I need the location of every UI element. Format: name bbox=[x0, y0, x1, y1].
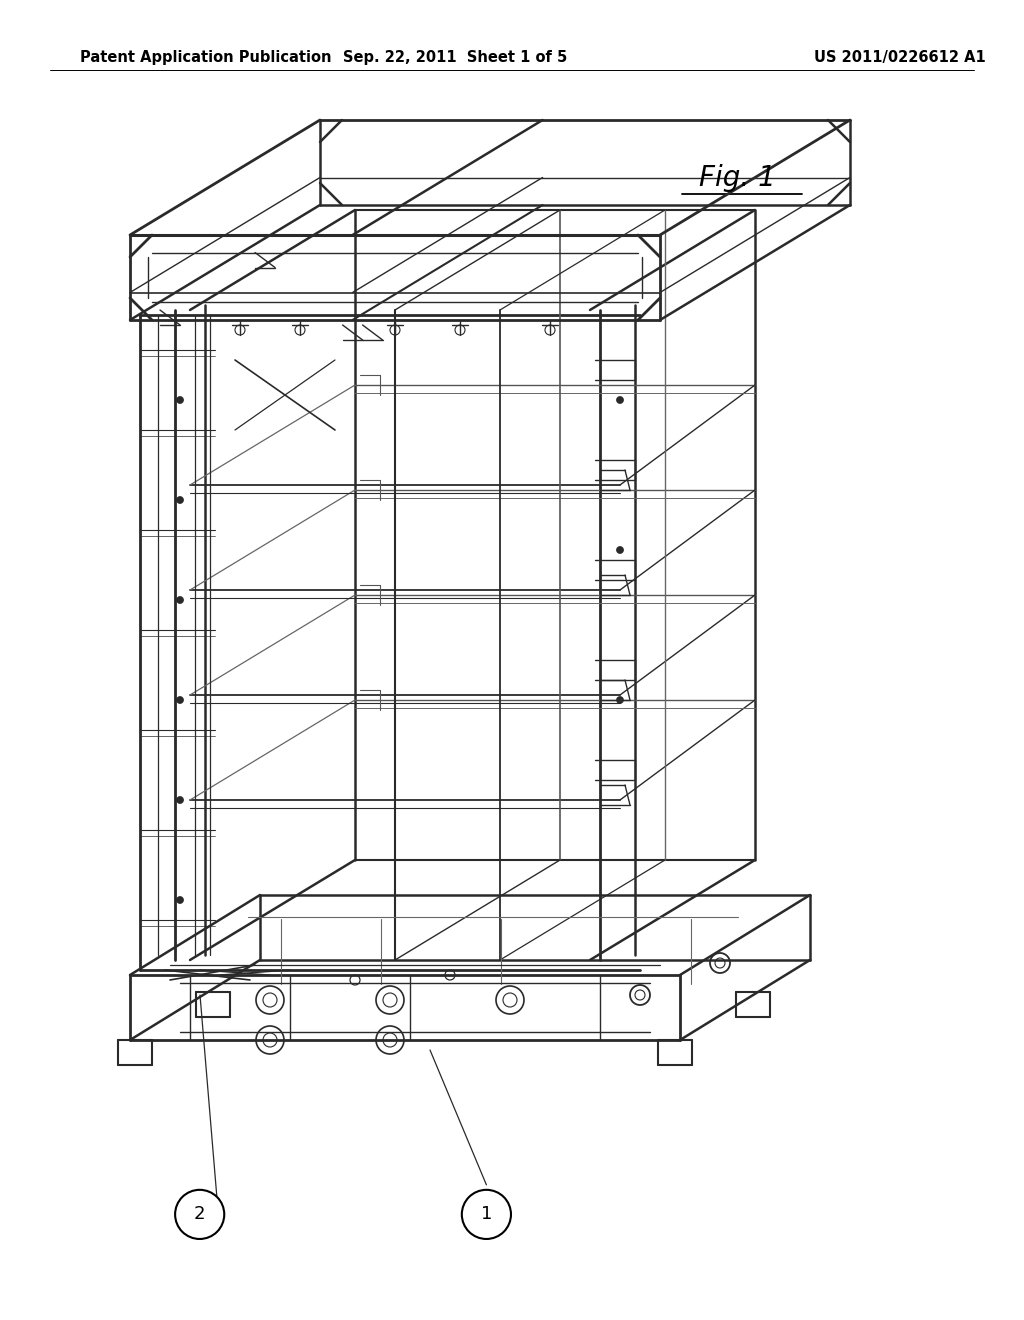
Text: 1: 1 bbox=[480, 1205, 493, 1224]
Text: Patent Application Publication: Patent Application Publication bbox=[80, 50, 332, 65]
Circle shape bbox=[176, 796, 183, 804]
Circle shape bbox=[616, 396, 624, 404]
Circle shape bbox=[176, 396, 183, 404]
Circle shape bbox=[176, 496, 183, 503]
Circle shape bbox=[176, 896, 183, 903]
Circle shape bbox=[175, 1189, 224, 1239]
Circle shape bbox=[176, 697, 183, 704]
Circle shape bbox=[616, 697, 624, 704]
Text: Sep. 22, 2011  Sheet 1 of 5: Sep. 22, 2011 Sheet 1 of 5 bbox=[343, 50, 567, 65]
Circle shape bbox=[176, 597, 183, 603]
Circle shape bbox=[462, 1189, 511, 1239]
Circle shape bbox=[616, 546, 624, 553]
Text: US 2011/0226612 A1: US 2011/0226612 A1 bbox=[814, 50, 986, 65]
Text: 2: 2 bbox=[194, 1205, 206, 1224]
Text: Fig. 1: Fig. 1 bbox=[699, 164, 775, 193]
